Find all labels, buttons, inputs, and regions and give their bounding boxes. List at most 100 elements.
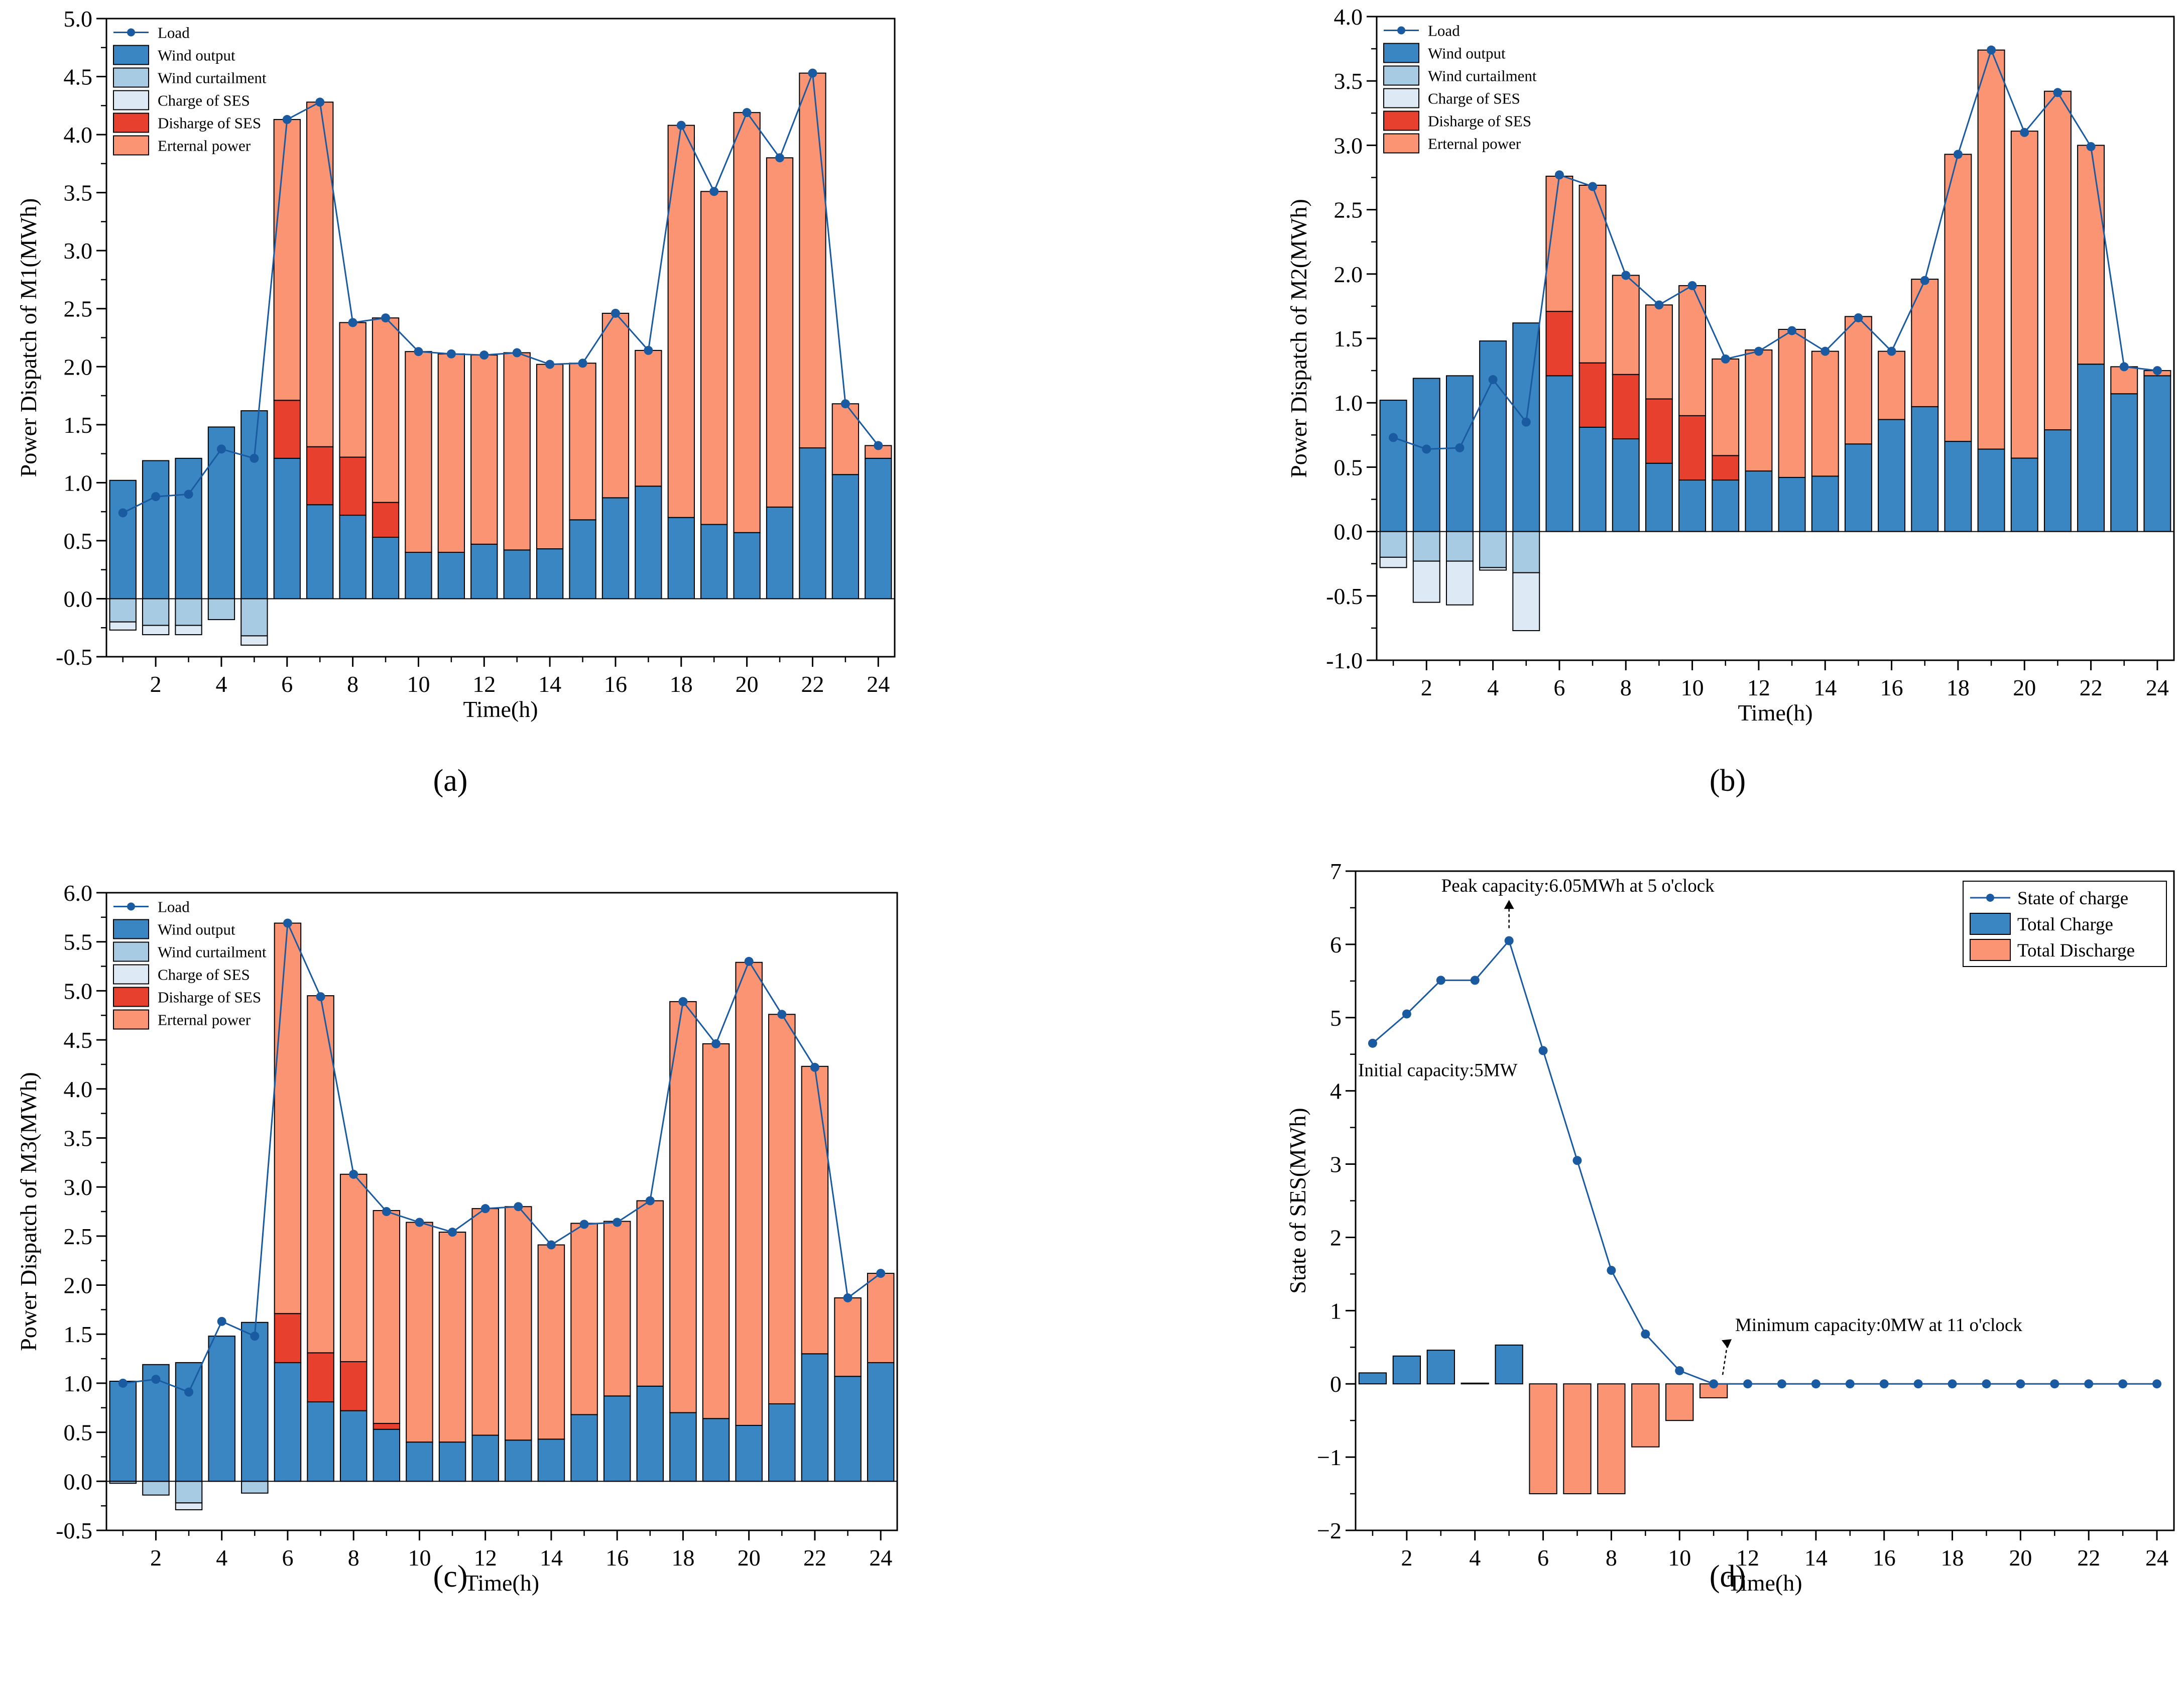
charge-ses-bar [175,1502,203,1510]
load-point [283,918,292,928]
legend-wind-output-label: Wind output [158,47,235,64]
x-tick-label: 22 [2077,1545,2100,1571]
y-tick-label: 2.5 [1334,197,1363,223]
legend-wind-curtailment-label: Wind curtailment [158,69,267,87]
legend-total-discharge-swatch [1970,939,2011,961]
x-tick-label: 4 [216,1545,227,1571]
x-tick-label: 24 [2145,1545,2168,1571]
legend-wind-output-swatch [113,45,149,65]
legend-charge-ses-label: Charge of SES [158,966,250,984]
x-tick-label: 22 [2080,675,2103,700]
legend-load-label: Load [158,898,190,916]
wind-output-bar [834,1376,862,1482]
load-point [184,490,193,499]
y-tick-label: -0.5 [1326,583,1363,609]
legend-charge-ses-label: Charge of SES [158,92,250,109]
y-tick-label: 1.5 [1334,326,1363,351]
external-power-bar [373,1210,401,1424]
legend-discharge-ses-label: Disharge of SES [1428,112,1531,130]
x-tick-label: 18 [671,1545,694,1571]
load-line [123,922,882,1393]
annotation-peak-arrowhead [1504,900,1514,909]
annotation-initial: Initial capacity:5MW [1358,1060,1518,1080]
y-axis-title: Power Dispatch of M2(MWh) [1286,199,1311,478]
total-discharge-bar [1563,1383,1592,1495]
wind-output-bar [470,543,498,599]
discharge-ses-bar [1678,415,1707,481]
external-power-bar [505,1206,532,1441]
load-point [1754,346,1763,356]
legend-soc-marker [1986,894,1994,902]
load-point [843,1293,853,1302]
legend-total-charge-label: Total Charge [2017,914,2113,935]
state-of-charge-point [2152,1379,2162,1389]
load-point [514,1202,523,1212]
x-tick-label: 16 [1873,1545,1896,1571]
y-tick-label: -1.0 [1326,648,1363,673]
external-power-bar [1745,349,1773,472]
state-of-charge-point [1913,1379,1923,1389]
state-of-charge-point [1879,1379,1889,1389]
charge-ses-bar [240,635,268,646]
external-power-bar [801,1065,829,1355]
state-of-charge-point [1607,1266,1616,1275]
external-power-bar [766,157,794,508]
x-tick-label: 22 [801,671,824,697]
y-tick-label: 1.5 [64,1321,93,1347]
load-point [118,1378,128,1388]
load-point [777,1010,787,1019]
total-discharge-bar [1597,1383,1626,1495]
y-tick-label: 1.5 [64,412,93,438]
state-of-charge-point [1743,1379,1753,1389]
load-point [512,348,522,357]
y-tick-label: 2.0 [64,354,93,380]
external-power-bar [865,445,892,459]
load-point [151,492,161,502]
wind-output-bar [1944,441,1972,532]
plot-frame [1355,870,2175,1531]
wind-output-bar [1479,340,1507,532]
x-tick-label: 8 [347,671,358,697]
x-tick-label: 20 [2013,675,2036,700]
y-tick-label: 1.0 [64,470,93,496]
discharge-ses-bar [1612,374,1640,439]
charge-ses-bar [109,621,137,631]
wind-output-bar [307,1401,334,1482]
load-point [742,108,752,117]
wind-output-bar [109,479,137,599]
x-tick-label: 24 [2146,675,2169,700]
x-axis-title: Time(h) [463,696,538,722]
x-tick-label: 18 [670,671,693,697]
legend-load-label: Load [158,24,190,42]
external-power-bar [470,354,498,545]
chart-panel-b: -1.0-0.50.00.51.01.52.02.53.03.54.02 4 6 8 1… [1286,4,2175,726]
wind-curtailment-bar [241,1481,269,1494]
legend-discharge-ses-label: Disharge of SES [158,114,261,132]
wind-output-bar [503,549,531,599]
wind-output-bar [831,474,860,599]
wind-curtailment-bar [1479,531,1507,568]
wind-output-bar [240,410,268,599]
external-power-bar [406,1222,433,1443]
wind-output-bar [1844,443,1872,532]
external-power-bar [1645,304,1673,400]
wind-output-bar [1445,375,1474,532]
y-tick-label: 4 [1330,1078,1342,1104]
y-tick-label: 1.0 [64,1371,93,1396]
state-of-charge-point [1572,1156,1582,1165]
charge-ses-bar [1445,560,1474,606]
external-power-bar [1778,329,1806,478]
load-point [250,1332,260,1341]
external-power-bar [438,1232,466,1443]
external-power-bar [768,1014,796,1404]
load-point [1821,346,1830,356]
wind-output-bar [570,1414,598,1482]
wind-output-bar [1579,426,1607,532]
external-power-bar [274,922,302,1314]
wind-output-bar [406,1441,433,1482]
discharge-ses-bar [274,1313,302,1363]
y-tick-label: -0.5 [56,644,92,670]
legend-discharge-ses-label: Disharge of SES [158,989,261,1006]
y-tick-label: 3.0 [64,1174,93,1200]
y-tick-label: 1.0 [1334,390,1363,416]
